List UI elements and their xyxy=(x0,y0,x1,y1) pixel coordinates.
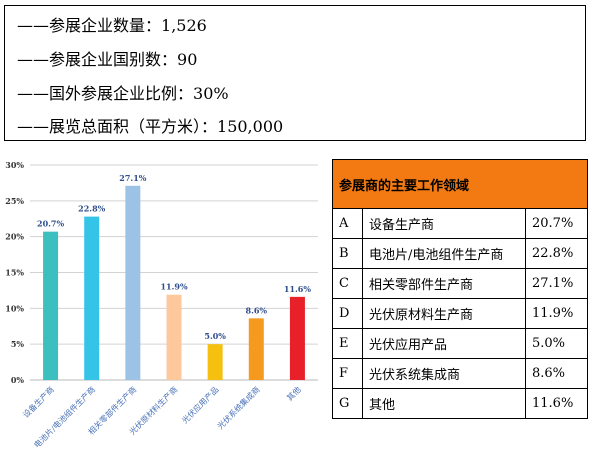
stat-country-count: ——参展企业国别数：90 xyxy=(17,50,197,70)
table-row: G 其他 11.6% xyxy=(332,388,588,419)
stat-exhibitor-count: ——参展企业数量：1,526 xyxy=(17,16,207,36)
data-label: 22.8% xyxy=(78,204,105,214)
table-row: E 光伏应用产品 5.0% xyxy=(332,328,588,359)
stat-label: ——参展企业国别数： xyxy=(17,50,178,69)
stat-value: 30% xyxy=(193,84,229,103)
row-name: 相关零部件生产商 xyxy=(362,268,526,299)
bar xyxy=(289,296,305,380)
bar xyxy=(43,231,59,380)
data-label: 11.9% xyxy=(160,282,187,292)
table-header-row: 参展商的主要工作领域 xyxy=(332,159,588,209)
stats-panel: ——参展企业数量：1,526 ——参展企业国别数：90 ——国外参展企业比例：3… xyxy=(4,5,586,141)
row-pct: 27.1% xyxy=(525,268,588,299)
x-tick-label: 其他 xyxy=(284,384,302,402)
data-label: 5.0% xyxy=(204,331,226,341)
work-field-table: 参展商的主要工作领域 A 设备生产商 20.7% B 电池片/电池组件生产商 22.8%… xyxy=(332,159,588,419)
table-row: D 光伏原材料生产商 11.9% xyxy=(332,298,588,329)
row-name: 光伏原材料生产商 xyxy=(362,298,526,329)
stat-label: ——展览总面积（平方米）： xyxy=(17,117,218,136)
row-code: C xyxy=(332,268,363,299)
row-code: G xyxy=(332,388,363,419)
x-tick-label: 光伏应用产品 xyxy=(180,384,221,425)
row-name: 光伏系统集成商 xyxy=(362,358,526,389)
x-tick-label: 设备生产商 xyxy=(21,384,56,419)
row-code: B xyxy=(332,238,363,269)
row-pct: 8.6% xyxy=(525,358,588,389)
row-pct: 11.9% xyxy=(525,298,588,329)
y-tick-label: 20% xyxy=(5,232,24,242)
stat-label: ——国外参展企业比例： xyxy=(17,84,194,103)
data-label: 8.6% xyxy=(246,305,268,315)
stat-label: ——参展企业数量： xyxy=(17,16,162,35)
row-code: E xyxy=(332,328,363,359)
y-tick-label: 30% xyxy=(5,160,24,170)
x-tick-label: 光伏系统集成商 xyxy=(215,384,262,431)
y-tick-label: 5% xyxy=(11,339,25,349)
table-row: F 光伏系统集成商 8.6% xyxy=(332,358,588,389)
row-pct: 20.7% xyxy=(525,208,588,239)
bar xyxy=(207,344,223,380)
y-tick-label: 0% xyxy=(11,375,25,385)
row-pct: 5.0% xyxy=(525,328,588,359)
row-name: 设备生产商 xyxy=(362,208,526,239)
row-code: A xyxy=(332,208,363,239)
y-tick-label: 10% xyxy=(5,303,24,313)
row-name: 光伏应用产品 xyxy=(362,328,526,359)
row-pct: 22.8% xyxy=(525,238,588,269)
data-label: 27.1% xyxy=(119,173,146,183)
data-label: 11.6% xyxy=(284,284,311,294)
stat-foreign-ratio: ——国外参展企业比例：30% xyxy=(17,84,229,104)
table-row: C 相关零部件生产商 27.1% xyxy=(332,268,588,299)
y-tick-label: 25% xyxy=(5,196,24,206)
table-row: A 设备生产商 20.7% xyxy=(332,208,588,239)
bar xyxy=(166,294,182,380)
bar-chart-svg: 0%5%10%15%20%25%30%20.7%设备生产商22.8%电池片/电池… xyxy=(5,160,318,450)
row-name: 电池片/电池组件生产商 xyxy=(362,238,526,269)
row-code: F xyxy=(332,358,363,389)
bar xyxy=(84,216,100,380)
table-header: 参展商的主要工作领域 xyxy=(332,159,588,209)
bar-chart: 0% 5% 10% 15% 20% 25% 30% 20.7% 设备生产商 22.8% 电池片/电池… xyxy=(0,150,330,456)
row-pct: 11.6% xyxy=(525,388,588,419)
row-code: D xyxy=(332,298,363,329)
data-label: 20.7% xyxy=(37,219,64,229)
stat-total-area: ——展览总面积（平方米）：150,000 xyxy=(17,117,283,137)
table-row: B 电池片/电池组件生产商 22.8% xyxy=(332,238,588,269)
stat-value: 90 xyxy=(177,50,198,69)
row-name: 其他 xyxy=(362,388,526,419)
stat-value: 1,526 xyxy=(161,16,207,35)
bar xyxy=(125,185,141,380)
y-tick-label: 15% xyxy=(5,268,24,278)
bar xyxy=(248,318,264,380)
stat-value: 150,000 xyxy=(217,117,284,136)
